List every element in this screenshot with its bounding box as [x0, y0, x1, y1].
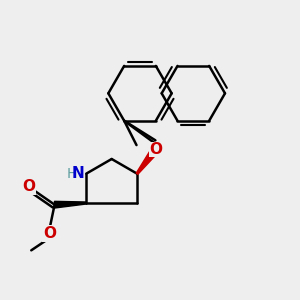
Polygon shape	[136, 147, 159, 174]
Text: O: O	[22, 179, 35, 194]
Polygon shape	[54, 201, 86, 208]
Text: O: O	[149, 142, 162, 157]
Text: H: H	[67, 167, 77, 181]
Text: N: N	[72, 166, 85, 181]
Text: O: O	[43, 226, 56, 241]
